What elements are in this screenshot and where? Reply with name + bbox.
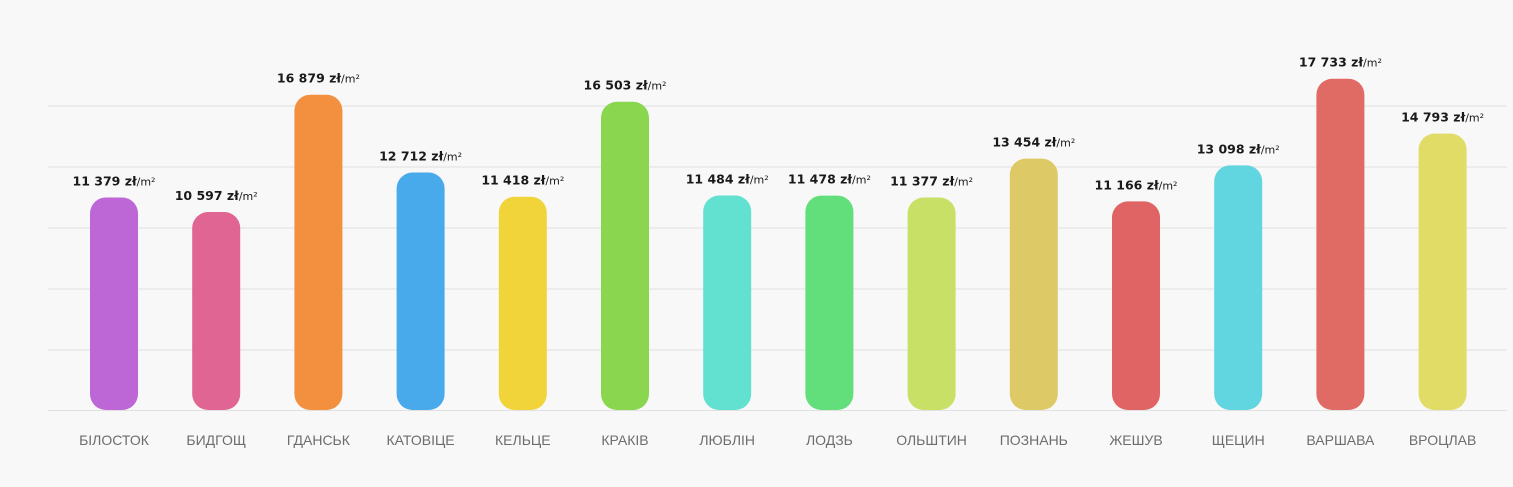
- bar-7[interactable]: [703, 195, 752, 410]
- value-label: 10 597 zł/m²: [175, 188, 258, 203]
- value-label: 12 712 zł/m²: [379, 149, 462, 164]
- value-unit: /m²: [545, 175, 564, 188]
- value-unit: /m²: [1363, 57, 1382, 70]
- category-label: КЕЛЬЦЕ: [495, 432, 551, 448]
- bar-13[interactable]: [1316, 78, 1365, 410]
- value-number: 11 166 zł: [1095, 177, 1159, 192]
- value-label: 14 793 zł/m²: [1401, 110, 1484, 125]
- value-label: 11 478 zł/m²: [788, 172, 871, 187]
- value-unit: /m²: [750, 173, 769, 186]
- bar-2[interactable]: [192, 212, 241, 410]
- category-label: КРАКІВ: [601, 432, 648, 448]
- category-label: ЛОДЗЬ: [806, 432, 853, 448]
- bar-10[interactable]: [1009, 158, 1058, 410]
- value-number: 12 712 zł: [379, 149, 443, 164]
- category-label: ГДАНСЬК: [287, 432, 351, 448]
- value-number: 11 379 zł: [73, 173, 137, 188]
- category-labels: БІЛОСТОК БИДГОЩ ГДАНСЬК КАТОВІЦЕ КЕЛЬЦЕ КРАКІ…: [79, 432, 1476, 448]
- category-label: БІЛОСТОК: [79, 432, 150, 448]
- value-number: 10 597 zł: [175, 188, 239, 203]
- category-label: ВАРШАВА: [1306, 432, 1375, 448]
- bar-8[interactable]: [805, 195, 854, 410]
- category-label: ПОЗНАНЬ: [1000, 432, 1068, 448]
- bar-14[interactable]: [1418, 133, 1467, 411]
- value-label: 11 377 zł/m²: [890, 173, 973, 188]
- value-unit: /m²: [954, 175, 973, 188]
- value-number: 17 733 zł: [1299, 55, 1363, 70]
- bar-3[interactable]: [294, 94, 343, 410]
- value-number: 11 418 zł: [481, 173, 545, 188]
- value-unit: /m²: [1056, 137, 1075, 150]
- value-label: 17 733 zł/m²: [1299, 55, 1382, 70]
- bars: [90, 78, 1467, 411]
- category-label: КАТОВІЦЕ: [387, 432, 455, 448]
- bar-4[interactable]: [396, 172, 445, 410]
- category-label: ВРОЦЛАВ: [1409, 432, 1476, 448]
- value-number: 16 879 zł: [277, 71, 341, 86]
- value-number: 11 377 zł: [890, 173, 954, 188]
- value-label: 16 879 zł/m²: [277, 71, 360, 86]
- value-label: 16 503 zł/m²: [584, 78, 667, 93]
- value-label: 11 484 zł/m²: [686, 171, 769, 186]
- category-label: ЩЕЦИН: [1212, 432, 1265, 448]
- value-number: 11 484 zł: [686, 171, 750, 186]
- value-unit: /m²: [1261, 143, 1280, 156]
- category-label: ЛЮБЛІН: [699, 432, 755, 448]
- value-label: 11 418 zł/m²: [481, 173, 564, 188]
- value-label: 13 454 zł/m²: [992, 135, 1075, 150]
- bar-11[interactable]: [1112, 201, 1160, 410]
- value-unit: /m²: [1159, 179, 1178, 192]
- bar-5[interactable]: [498, 196, 547, 410]
- value-number: 14 793 zł: [1401, 110, 1465, 125]
- value-unit: /m²: [137, 175, 156, 188]
- value-unit: /m²: [443, 151, 462, 164]
- value-unit: /m²: [648, 80, 667, 93]
- category-label: БИДГОЩ: [186, 432, 246, 448]
- value-unit: /m²: [341, 73, 360, 86]
- bar-12[interactable]: [1214, 165, 1263, 410]
- value-label: 13 098 zł/m²: [1197, 141, 1280, 156]
- value-number: 16 503 zł: [584, 78, 648, 93]
- bar-9[interactable]: [907, 197, 956, 410]
- value-unit: /m²: [239, 190, 258, 203]
- value-number: 13 454 zł: [992, 135, 1056, 150]
- value-label: 11 379 zł/m²: [73, 173, 156, 188]
- value-unit: /m²: [852, 174, 871, 187]
- category-label: ЖЕШУВ: [1109, 432, 1162, 448]
- grid-lines: [48, 105, 1507, 411]
- category-label: ОЛЬШТИН: [896, 432, 967, 448]
- value-unit: /m²: [1465, 112, 1484, 125]
- bar-1[interactable]: [90, 197, 138, 410]
- value-label: 11 166 zł/m²: [1095, 177, 1178, 192]
- value-number: 13 098 zł: [1197, 141, 1261, 156]
- value-number: 11 478 zł: [788, 172, 852, 187]
- bar-6[interactable]: [601, 101, 649, 410]
